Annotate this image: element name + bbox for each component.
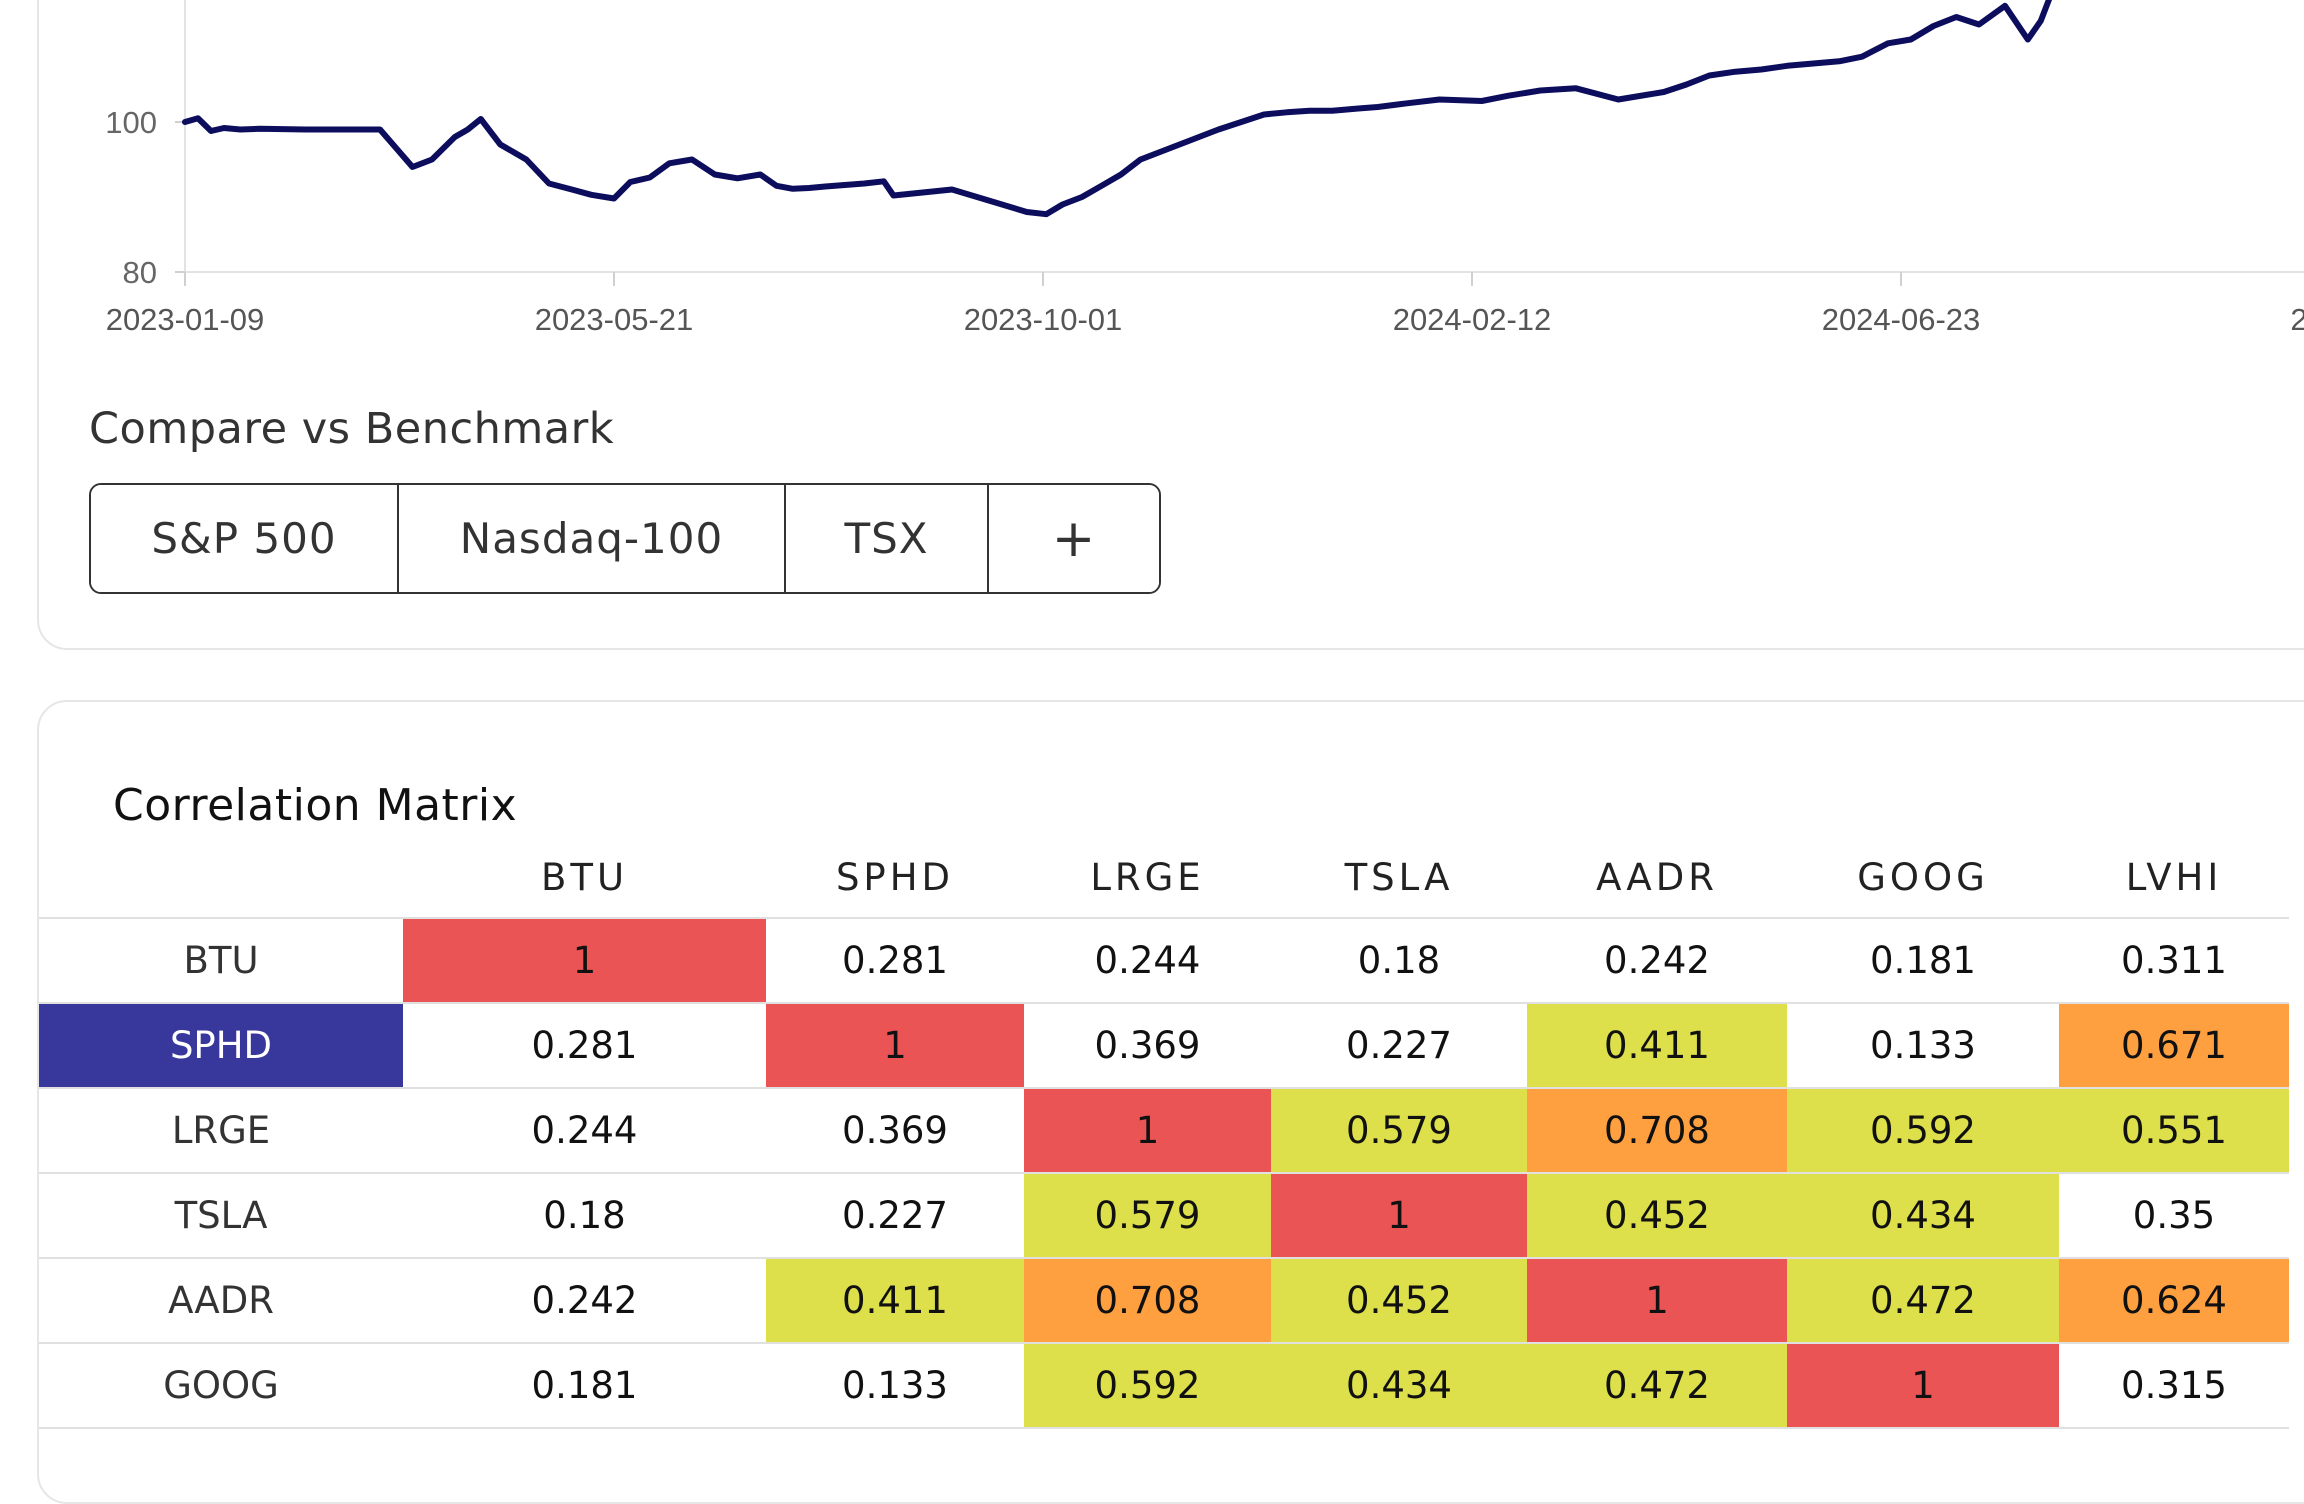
matrix-row-label[interactable]: LRGE	[39, 1088, 403, 1174]
matrix-cell: 0.133	[1787, 1003, 2059, 1089]
matrix-cell: 0.181	[1787, 918, 2059, 1004]
chart-y-tick-label: 80	[123, 255, 157, 290]
matrix-cell: 0.434	[1787, 1173, 2059, 1259]
matrix-row-label[interactable]: GOOG	[39, 1343, 403, 1429]
chart-x-tick-label: 2023-05-21	[535, 302, 694, 337]
chart-y-tick-label: 100	[105, 105, 157, 140]
matrix-cell: 1	[403, 918, 766, 1004]
benchmark-nasdaq100-button[interactable]: Nasdaq-100	[399, 485, 786, 592]
chart-series-line	[182, 0, 2053, 218]
matrix-cell: 0.244	[1024, 918, 1271, 1004]
matrix-cell: 0.133	[766, 1343, 1024, 1429]
matrix-cell: 0.369	[766, 1088, 1024, 1174]
matrix-row-label[interactable]: AADR	[39, 1258, 403, 1344]
matrix-cell: 0.227	[1271, 1003, 1527, 1089]
matrix-column-header: LRGE	[1024, 837, 1271, 919]
matrix-cell: 0.452	[1271, 1258, 1527, 1344]
matrix-cell: 0.369	[1024, 1003, 1271, 1089]
chart-x-tick-label: 2023-01-09	[106, 302, 265, 337]
matrix-cell: 0.411	[1527, 1003, 1787, 1089]
chart-x-tick-label: 2024-02-12	[1393, 302, 1552, 337]
matrix-cell: 0.592	[1024, 1343, 1271, 1429]
matrix-header-row: BTU SPHD LRGE TSLA AADR GOOG LVHI	[39, 837, 2289, 919]
matrix-cell: 0.242	[403, 1258, 766, 1344]
matrix-cell: 0.181	[403, 1343, 766, 1429]
matrix-column-header: TSLA	[1271, 837, 1527, 919]
matrix-cell: 1	[1527, 1258, 1787, 1344]
matrix-cell: 0.35	[2059, 1173, 2289, 1259]
matrix-row: TSLA 0.18 0.227 0.579 1 0.452 0.434 0.35	[39, 1173, 2289, 1259]
matrix-cell: 0.311	[2059, 918, 2289, 1004]
matrix-cell: 0.18	[1271, 918, 1527, 1004]
matrix-cell: 1	[1787, 1343, 2059, 1429]
matrix-cell: 1	[766, 1003, 1024, 1089]
matrix-row-label[interactable]: BTU	[39, 918, 403, 1004]
chart-x-tick-label: 2024-06-23	[1822, 302, 1981, 337]
performance-line-chart: 80 100 2023-01-09 2023-05-21 2023-10-01 2024-…	[105, 0, 2304, 337]
correlation-matrix-table: BTU SPHD LRGE TSLA AADR GOOG LVHI BTU 1 …	[39, 837, 2289, 1429]
matrix-cell: 0.708	[1024, 1258, 1271, 1344]
matrix-cell: 1	[1024, 1088, 1271, 1174]
matrix-cell: 0.315	[2059, 1343, 2289, 1429]
matrix-cell: 0.579	[1271, 1088, 1527, 1174]
matrix-row: SPHD 0.281 1 0.369 0.227 0.411 0.133 0.6…	[39, 1003, 2289, 1089]
matrix-cell: 0.708	[1527, 1088, 1787, 1174]
benchmark-tsx-button[interactable]: TSX	[786, 485, 989, 592]
matrix-cell: 0.624	[2059, 1258, 2289, 1344]
matrix-cell: 0.551	[2059, 1088, 2289, 1174]
matrix-row-label[interactable]: TSLA	[39, 1173, 403, 1259]
matrix-cell: 0.671	[2059, 1003, 2289, 1089]
matrix-column-header: SPHD	[766, 837, 1024, 919]
matrix-column-header: LVHI	[2059, 837, 2289, 919]
matrix-cell: 0.434	[1271, 1343, 1527, 1429]
matrix-cell: 1	[1271, 1173, 1527, 1259]
matrix-cell: 0.227	[766, 1173, 1024, 1259]
matrix-cell: 0.579	[1024, 1173, 1271, 1259]
matrix-cell: 0.244	[403, 1088, 766, 1174]
matrix-cell: 0.242	[1527, 918, 1787, 1004]
matrix-cell: 0.411	[766, 1258, 1024, 1344]
matrix-row: LRGE 0.244 0.369 1 0.579 0.708 0.592 0.5…	[39, 1088, 2289, 1174]
benchmark-sp500-button[interactable]: S&P 500	[91, 485, 399, 592]
matrix-cell: 0.452	[1527, 1173, 1787, 1259]
matrix-row: GOOG 0.181 0.133 0.592 0.434 0.472 1 0.3…	[39, 1343, 2289, 1429]
matrix-column-header: GOOG	[1787, 837, 2059, 919]
matrix-cell: 0.472	[1787, 1258, 2059, 1344]
matrix-row: BTU 1 0.281 0.244 0.18 0.242 0.181 0.311	[39, 918, 2289, 1004]
chart-x-tick-label: 2023-10-01	[964, 302, 1123, 337]
compare-benchmark-title: Compare vs Benchmark	[89, 404, 615, 454]
chart-x-tick-label: 2024-	[2290, 302, 2304, 337]
matrix-column-header: AADR	[1527, 837, 1787, 919]
matrix-corner-cell	[39, 837, 403, 919]
matrix-cell: 0.592	[1787, 1088, 2059, 1174]
add-benchmark-button[interactable]: +	[989, 485, 1159, 592]
matrix-cell: 0.472	[1527, 1343, 1787, 1429]
matrix-row: AADR 0.242 0.411 0.708 0.452 1 0.472 0.6…	[39, 1258, 2289, 1344]
benchmark-button-group: S&P 500 Nasdaq-100 TSX +	[89, 483, 1161, 594]
matrix-row-label[interactable]: SPHD	[39, 1003, 403, 1089]
matrix-cell: 0.18	[403, 1173, 766, 1259]
matrix-cell: 0.281	[766, 918, 1024, 1004]
matrix-column-header: BTU	[403, 837, 766, 919]
matrix-cell: 0.281	[403, 1003, 766, 1089]
correlation-matrix-title: Correlation Matrix	[113, 780, 518, 831]
